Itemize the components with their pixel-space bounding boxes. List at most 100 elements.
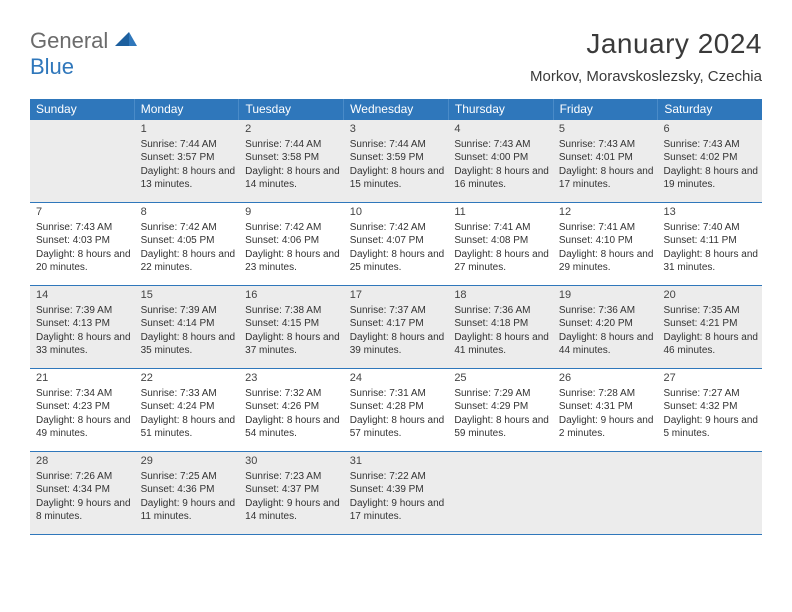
day-cell-31: 31Sunrise: 7:22 AMSunset: 4:39 PMDayligh… (344, 452, 449, 534)
day-number: 18 (454, 288, 549, 303)
daylight-text: Daylight: 9 hours and 11 minutes. (141, 497, 236, 524)
daylight-text: Daylight: 8 hours and 31 minutes. (663, 248, 758, 275)
day-cell-empty (448, 452, 553, 534)
day-cell-28: 28Sunrise: 7:26 AMSunset: 4:34 PMDayligh… (30, 452, 135, 534)
sunset-text: Sunset: 4:07 PM (350, 234, 445, 248)
daylight-text: Daylight: 8 hours and 59 minutes. (454, 414, 549, 441)
sunset-text: Sunset: 4:01 PM (559, 151, 654, 165)
day-cell-19: 19Sunrise: 7:36 AMSunset: 4:20 PMDayligh… (553, 286, 658, 368)
sunset-text: Sunset: 4:10 PM (559, 234, 654, 248)
day-number: 1 (141, 122, 236, 137)
sunrise-text: Sunrise: 7:22 AM (350, 470, 445, 484)
sunrise-text: Sunrise: 7:39 AM (141, 304, 236, 318)
day-cell-21: 21Sunrise: 7:34 AMSunset: 4:23 PMDayligh… (30, 369, 135, 451)
sunset-text: Sunset: 4:39 PM (350, 483, 445, 497)
weekday-header: SundayMondayTuesdayWednesdayThursdayFrid… (30, 99, 762, 120)
sunset-text: Sunset: 4:08 PM (454, 234, 549, 248)
sunrise-text: Sunrise: 7:37 AM (350, 304, 445, 318)
daylight-text: Daylight: 8 hours and 57 minutes. (350, 414, 445, 441)
day-number: 17 (350, 288, 445, 303)
sunset-text: Sunset: 4:29 PM (454, 400, 549, 414)
sunset-text: Sunset: 4:23 PM (36, 400, 131, 414)
sunset-text: Sunset: 4:36 PM (141, 483, 236, 497)
sunset-text: Sunset: 4:02 PM (663, 151, 758, 165)
sunset-text: Sunset: 4:20 PM (559, 317, 654, 331)
day-cell-15: 15Sunrise: 7:39 AMSunset: 4:14 PMDayligh… (135, 286, 240, 368)
day-number: 25 (454, 371, 549, 386)
sunset-text: Sunset: 4:34 PM (36, 483, 131, 497)
sunrise-text: Sunrise: 7:34 AM (36, 387, 131, 401)
day-cell-16: 16Sunrise: 7:38 AMSunset: 4:15 PMDayligh… (239, 286, 344, 368)
daylight-text: Daylight: 8 hours and 46 minutes. (663, 331, 758, 358)
daylight-text: Daylight: 8 hours and 17 minutes. (559, 165, 654, 192)
sunrise-text: Sunrise: 7:26 AM (36, 470, 131, 484)
day-cell-8: 8Sunrise: 7:42 AMSunset: 4:05 PMDaylight… (135, 203, 240, 285)
day-cell-10: 10Sunrise: 7:42 AMSunset: 4:07 PMDayligh… (344, 203, 449, 285)
day-number: 23 (245, 371, 340, 386)
daylight-text: Daylight: 8 hours and 16 minutes. (454, 165, 549, 192)
sunset-text: Sunset: 3:57 PM (141, 151, 236, 165)
day-number: 8 (141, 205, 236, 220)
daylight-text: Daylight: 8 hours and 49 minutes. (36, 414, 131, 441)
weekday-monday: Monday (135, 99, 240, 120)
logo-part2: Blue (30, 54, 74, 79)
day-number: 2 (245, 122, 340, 137)
daylight-text: Daylight: 8 hours and 33 minutes. (36, 331, 131, 358)
daylight-text: Daylight: 8 hours and 39 minutes. (350, 331, 445, 358)
sunset-text: Sunset: 4:31 PM (559, 400, 654, 414)
day-number: 11 (454, 205, 549, 220)
day-cell-27: 27Sunrise: 7:27 AMSunset: 4:32 PMDayligh… (657, 369, 762, 451)
sunrise-text: Sunrise: 7:35 AM (663, 304, 758, 318)
daylight-text: Daylight: 9 hours and 5 minutes. (663, 414, 758, 441)
sunrise-text: Sunrise: 7:32 AM (245, 387, 340, 401)
day-cell-12: 12Sunrise: 7:41 AMSunset: 4:10 PMDayligh… (553, 203, 658, 285)
sunset-text: Sunset: 4:14 PM (141, 317, 236, 331)
day-number: 15 (141, 288, 236, 303)
daylight-text: Daylight: 8 hours and 27 minutes. (454, 248, 549, 275)
sunrise-text: Sunrise: 7:31 AM (350, 387, 445, 401)
sunrise-text: Sunrise: 7:36 AM (559, 304, 654, 318)
weekday-saturday: Saturday (658, 99, 762, 120)
day-cell-14: 14Sunrise: 7:39 AMSunset: 4:13 PMDayligh… (30, 286, 135, 368)
day-cell-20: 20Sunrise: 7:35 AMSunset: 4:21 PMDayligh… (657, 286, 762, 368)
day-cell-2: 2Sunrise: 7:44 AMSunset: 3:58 PMDaylight… (239, 120, 344, 202)
day-cell-17: 17Sunrise: 7:37 AMSunset: 4:17 PMDayligh… (344, 286, 449, 368)
sunrise-text: Sunrise: 7:42 AM (350, 221, 445, 235)
day-number: 10 (350, 205, 445, 220)
day-number: 29 (141, 454, 236, 469)
day-cell-29: 29Sunrise: 7:25 AMSunset: 4:36 PMDayligh… (135, 452, 240, 534)
day-number: 16 (245, 288, 340, 303)
week-row: 7Sunrise: 7:43 AMSunset: 4:03 PMDaylight… (30, 203, 762, 286)
sunrise-text: Sunrise: 7:29 AM (454, 387, 549, 401)
day-cell-13: 13Sunrise: 7:40 AMSunset: 4:11 PMDayligh… (657, 203, 762, 285)
sunset-text: Sunset: 4:15 PM (245, 317, 340, 331)
day-cell-23: 23Sunrise: 7:32 AMSunset: 4:26 PMDayligh… (239, 369, 344, 451)
sunset-text: Sunset: 4:00 PM (454, 151, 549, 165)
day-cell-7: 7Sunrise: 7:43 AMSunset: 4:03 PMDaylight… (30, 203, 135, 285)
sunrise-text: Sunrise: 7:44 AM (245, 138, 340, 152)
sunset-text: Sunset: 4:37 PM (245, 483, 340, 497)
day-number: 12 (559, 205, 654, 220)
sunset-text: Sunset: 4:24 PM (141, 400, 236, 414)
weekday-thursday: Thursday (449, 99, 554, 120)
sunrise-text: Sunrise: 7:43 AM (36, 221, 131, 235)
sunrise-text: Sunrise: 7:43 AM (663, 138, 758, 152)
week-row: 14Sunrise: 7:39 AMSunset: 4:13 PMDayligh… (30, 286, 762, 369)
calendar: SundayMondayTuesdayWednesdayThursdayFrid… (30, 99, 762, 535)
header: General Blue January 2024 Morkov, Moravs… (0, 0, 792, 93)
sunrise-text: Sunrise: 7:43 AM (559, 138, 654, 152)
day-number: 21 (36, 371, 131, 386)
day-number: 30 (245, 454, 340, 469)
logo: General Blue (30, 28, 137, 80)
daylight-text: Daylight: 8 hours and 23 minutes. (245, 248, 340, 275)
logo-mark-icon (115, 30, 137, 48)
weekday-wednesday: Wednesday (344, 99, 449, 120)
day-cell-26: 26Sunrise: 7:28 AMSunset: 4:31 PMDayligh… (553, 369, 658, 451)
daylight-text: Daylight: 8 hours and 19 minutes. (663, 165, 758, 192)
daylight-text: Daylight: 8 hours and 13 minutes. (141, 165, 236, 192)
day-number: 9 (245, 205, 340, 220)
sunrise-text: Sunrise: 7:33 AM (141, 387, 236, 401)
day-cell-empty (30, 120, 135, 202)
sunset-text: Sunset: 4:06 PM (245, 234, 340, 248)
day-number: 3 (350, 122, 445, 137)
